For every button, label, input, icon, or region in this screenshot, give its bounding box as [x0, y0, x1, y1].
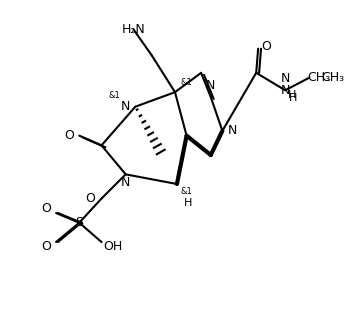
Text: &1: &1 — [181, 78, 192, 87]
Text: O: O — [85, 192, 95, 205]
Text: N: N — [121, 100, 130, 113]
Text: O: O — [65, 129, 74, 142]
Text: OH: OH — [103, 240, 123, 253]
Text: N: N — [206, 79, 216, 92]
Text: H: H — [289, 93, 297, 103]
Text: &1: &1 — [108, 91, 120, 100]
Text: O: O — [42, 202, 51, 215]
Text: H: H — [288, 90, 296, 100]
Text: CH₃: CH₃ — [321, 71, 344, 84]
Text: &1: &1 — [181, 187, 192, 196]
Text: CH₃: CH₃ — [308, 71, 331, 84]
Text: O: O — [261, 40, 271, 53]
Text: O: O — [42, 240, 51, 253]
Text: N: N — [281, 84, 290, 97]
Text: N: N — [227, 124, 237, 137]
Text: N: N — [281, 72, 290, 85]
Text: H₂N: H₂N — [121, 23, 145, 36]
Text: S: S — [75, 216, 83, 229]
Text: H: H — [184, 198, 193, 208]
Text: N: N — [121, 176, 130, 188]
